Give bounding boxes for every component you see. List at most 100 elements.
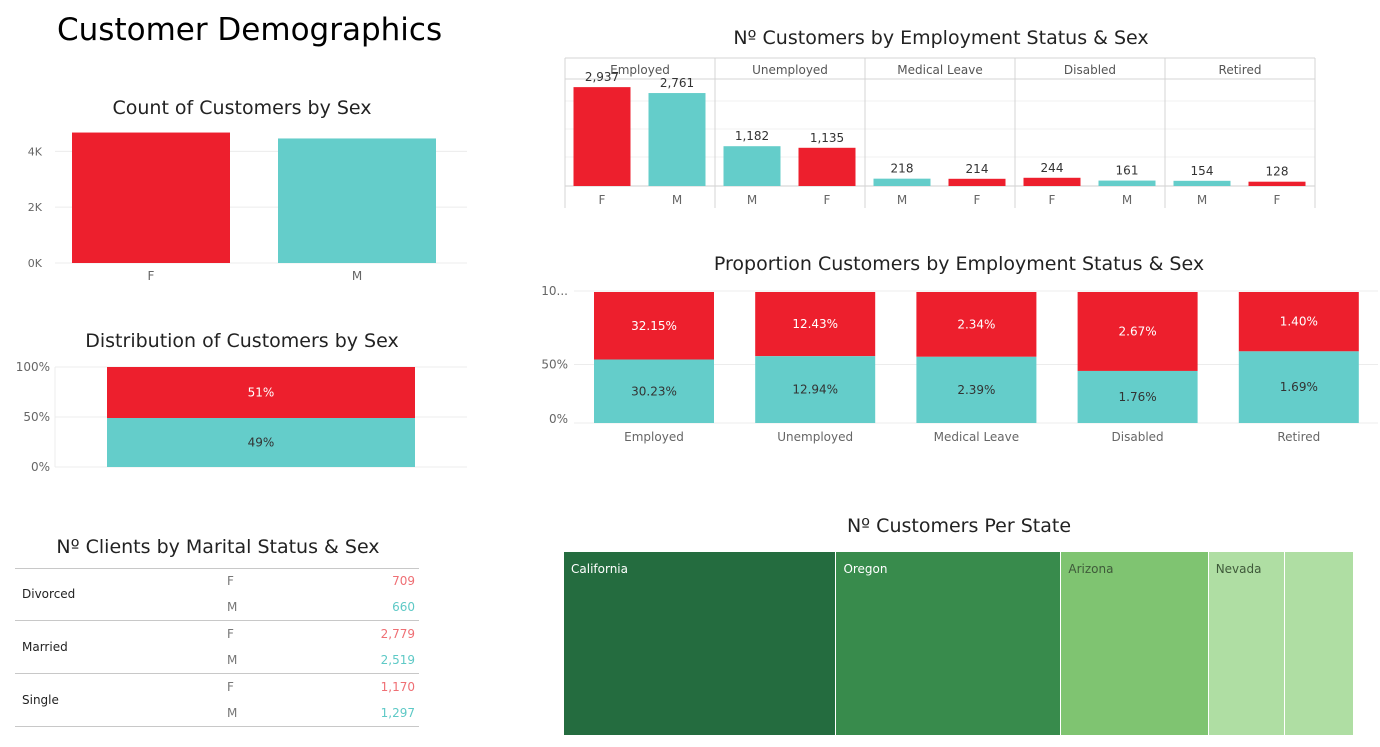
- bar-segment-f: [594, 292, 714, 360]
- data-label: 1.69%: [1280, 380, 1318, 394]
- x-tick-label: F: [148, 269, 155, 283]
- marital-table-top-rule: [15, 568, 419, 569]
- data-label: 244: [1041, 161, 1064, 175]
- count-by-sex-chart: 0K 2K 4K F M: [28, 132, 467, 283]
- data-label: 214: [966, 162, 989, 176]
- table-row: F 1,170: [15, 674, 415, 700]
- x-tick-label: F: [1274, 193, 1281, 207]
- y-tick-label: 4K: [28, 145, 43, 158]
- x-tick-label: F: [599, 193, 606, 207]
- customers-per-state-title: Nº Customers Per State: [846, 515, 1072, 537]
- dashboard-title: Customer Demographics: [57, 12, 443, 48]
- bar-segment-m: [1077, 370, 1198, 423]
- x-tick-label: Medical Leave: [934, 430, 1019, 444]
- bar-retired-f: [1248, 181, 1306, 186]
- data-label: 2,937: [585, 70, 619, 84]
- employment-count-title: Nº Customers by Employment Status & Sex: [733, 27, 1149, 49]
- data-label: 30.23%: [631, 384, 677, 398]
- bar-segment-f: [107, 367, 415, 418]
- sex-label: M: [227, 653, 238, 667]
- x-tick-label: F: [974, 193, 981, 207]
- bar-medical-leave-m: [873, 178, 931, 186]
- data-label: 51%: [248, 386, 275, 400]
- treemap-label: Oregon: [843, 562, 888, 576]
- bar-segment-m: [916, 356, 1037, 423]
- y-tick-label: 2K: [28, 201, 43, 214]
- marital-table: Divorced F 709 M 660 Married F 2,779 M 2,519 Singl…: [15, 568, 419, 727]
- distribution-by-sex-title: Distribution of Customers by Sex: [85, 330, 399, 352]
- distribution-by-sex-chart: 0% 50% 100% 51% 49%: [16, 360, 467, 473]
- treemap-label: Arizona: [1068, 562, 1114, 576]
- treemap-cell: [1284, 552, 1353, 735]
- x-tick-label: F: [824, 193, 831, 207]
- x-tick-label: Unemployed: [777, 430, 853, 444]
- bar-segment-f: [1077, 292, 1198, 371]
- sex-label: F: [227, 627, 234, 641]
- bar-m: [278, 138, 436, 263]
- data-label: 161: [1116, 164, 1139, 178]
- treemap-cell-oregon: Oregon: [836, 552, 1061, 735]
- marital-status-label: Divorced: [22, 587, 76, 601]
- x-tick-label: F: [1049, 193, 1056, 207]
- panel-header: Medical Leave: [897, 63, 982, 77]
- y-tick-label: 100%: [16, 360, 50, 374]
- sex-label: F: [227, 574, 234, 588]
- x-tick-label: Retired: [1277, 430, 1320, 444]
- data-label: 218: [891, 162, 914, 176]
- data-label: 12.43%: [792, 317, 838, 331]
- data-label: 128: [1266, 165, 1289, 179]
- employment-proportion-title: Proportion Customers by Employment Statu…: [713, 253, 1205, 275]
- count-value: 709: [392, 574, 415, 588]
- count-by-sex-title: Count of Customers by Sex: [112, 97, 372, 119]
- bar-disabled-f: [1023, 177, 1081, 186]
- treemap-cell-nevada: Nevada: [1208, 552, 1284, 735]
- bar-segment-f: [916, 292, 1037, 357]
- bar-medical-leave-f: [948, 178, 1006, 186]
- x-tick-label: M: [352, 269, 362, 283]
- panel-header: Unemployed: [752, 63, 828, 77]
- bar-segment-f: [1238, 292, 1359, 352]
- table-row: M 660: [15, 594, 415, 620]
- sex-label: F: [227, 680, 234, 694]
- panel-header: Disabled: [1064, 63, 1116, 77]
- x-tick-label: M: [1197, 193, 1207, 207]
- data-label: 32.15%: [631, 319, 677, 333]
- data-label: 2.34%: [957, 317, 995, 331]
- y-tick-label: 0K: [28, 257, 43, 270]
- y-tick-label: 0%: [549, 412, 568, 426]
- employment-count-chart: Employed Unemployed Medical Leave Disabled R…: [564, 57, 1316, 208]
- bar-disabled-m: [1098, 180, 1156, 186]
- marital-group-single: Single F 1,170 M 1,297: [15, 674, 419, 727]
- x-tick-label: M: [747, 193, 757, 207]
- x-tick-label: M: [897, 193, 907, 207]
- bar-f: [72, 132, 230, 263]
- data-label: 1.76%: [1119, 390, 1157, 404]
- bar-unemployed-m: [723, 146, 781, 186]
- x-tick-label: Disabled: [1112, 430, 1164, 444]
- table-row: F 709: [15, 568, 415, 594]
- count-value: 2,519: [380, 653, 415, 667]
- bar-segment-m: [1238, 351, 1359, 423]
- table-row: M 2,519: [15, 647, 415, 673]
- bar-retired-m: [1173, 180, 1231, 186]
- treemap-cell-california: California: [564, 552, 836, 735]
- data-label: 2,761: [660, 76, 694, 90]
- marital-status-label: Married: [22, 640, 68, 654]
- bar-segment-f: [755, 292, 876, 357]
- x-tick-label: M: [672, 193, 682, 207]
- bar-employed-m: [648, 93, 706, 186]
- data-label: 1,182: [735, 129, 769, 143]
- sex-label: M: [227, 600, 238, 614]
- data-label: 1,135: [810, 131, 844, 145]
- table-row: F 2,779: [15, 621, 415, 647]
- bar-segment-m: [107, 418, 415, 467]
- data-label: 154: [1191, 164, 1214, 178]
- count-value: 1,170: [380, 680, 415, 694]
- table-row: M 1,297: [15, 700, 415, 726]
- treemap-cell-arizona: Arizona: [1061, 552, 1208, 735]
- data-label: 2.39%: [957, 383, 995, 397]
- y-tick-label: 0%: [31, 460, 50, 473]
- marital-group-divorced: Divorced F 709 M 660: [15, 568, 419, 621]
- data-label: 1.40%: [1280, 315, 1318, 329]
- x-tick-label: M: [1122, 193, 1132, 207]
